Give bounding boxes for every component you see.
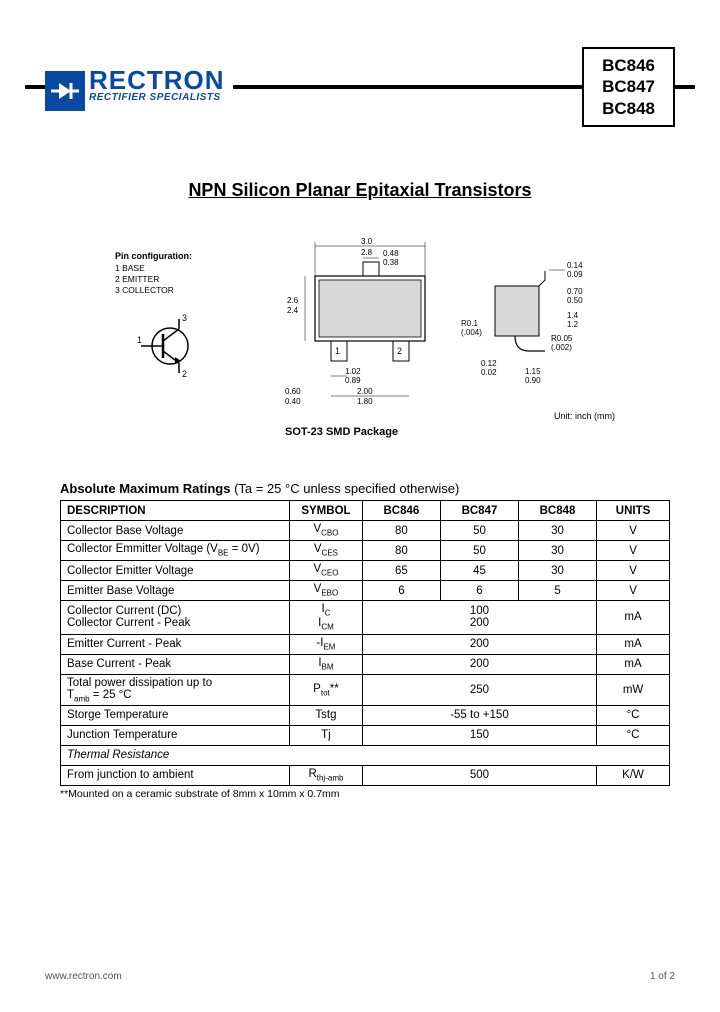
page-header: RECTRON RECTIFIER SPECIALISTS BC846 BC84… <box>45 55 675 125</box>
svg-text:R0.1: R0.1 <box>461 319 478 328</box>
svg-text:1: 1 <box>137 335 142 345</box>
page-footer: www.rectron.com 1 of 2 <box>45 971 675 982</box>
table-row: Emitter Base Voltage VEBO 6 6 5 V <box>61 581 670 601</box>
svg-text:0.02: 0.02 <box>481 368 497 377</box>
table-row: Collector Current (DC)Collector Current … <box>61 601 670 635</box>
svg-text:0.60: 0.60 <box>285 387 301 396</box>
part-number: BC847 <box>602 76 655 97</box>
svg-text:0.40: 0.40 <box>285 397 301 406</box>
package-label: SOT-23 SMD Package <box>285 426 398 438</box>
part-number: BC848 <box>602 98 655 119</box>
table-row: From junction to ambient Rthj-amb 500 K/… <box>61 765 670 785</box>
table-row: Collector Emitter Voltage VCEO 65 45 30 … <box>61 561 670 581</box>
table-row: Storge Temperature Tstg -55 to +150 °C <box>61 705 670 725</box>
svg-text:1.02: 1.02 <box>345 367 361 376</box>
svg-text:(.002): (.002) <box>551 343 572 352</box>
ratings-heading: Absolute Maximum Ratings (Ta = 25 °C unl… <box>60 481 675 496</box>
table-header-row: DESCRIPTION SYMBOL BC846 BC847 BC848 UNI… <box>61 501 670 521</box>
diode-icon <box>45 71 85 111</box>
svg-text:0.38: 0.38 <box>383 258 399 267</box>
footer-url: www.rectron.com <box>45 971 122 982</box>
footer-page: 1 of 2 <box>650 971 675 982</box>
table-row: Emitter Current - Peak -IEM 200 mA <box>61 634 670 654</box>
svg-text:3.0: 3.0 <box>361 237 373 246</box>
diagram-area: Pin configuration: 1 BASE 2 EMITTER 3 CO… <box>45 231 675 451</box>
table-row: Collector Emmitter Voltage (VBE = 0V) VC… <box>61 541 670 561</box>
svg-text:(.004): (.004) <box>461 328 482 337</box>
svg-text:0.09: 0.09 <box>567 270 583 279</box>
table-row: Junction Temperature Tj 150 °C <box>61 725 670 745</box>
svg-text:2: 2 <box>182 369 187 379</box>
svg-text:2.00: 2.00 <box>357 387 373 396</box>
transistor-symbol-icon: 1 3 2 <box>135 311 205 386</box>
logo-block: RECTRON RECTIFIER SPECIALISTS <box>45 69 233 111</box>
svg-text:0.70: 0.70 <box>567 287 583 296</box>
ratings-table: DESCRIPTION SYMBOL BC846 BC847 BC848 UNI… <box>60 500 670 786</box>
package-drawing: 1 2 3.0 2.8 0.48 0.38 2.6 2.4 1.02 0.89 … <box>285 236 625 431</box>
part-number: BC846 <box>602 55 655 76</box>
svg-text:0.89: 0.89 <box>345 376 361 385</box>
svg-text:0.90: 0.90 <box>525 376 541 385</box>
brand-tagline: RECTIFIER SPECIALISTS <box>89 92 225 103</box>
svg-text:1.15: 1.15 <box>525 367 541 376</box>
svg-text:1.4: 1.4 <box>567 311 579 320</box>
svg-text:3: 3 <box>182 313 187 323</box>
svg-text:0.12: 0.12 <box>481 359 497 368</box>
svg-text:2: 2 <box>397 346 402 356</box>
svg-text:R0.05: R0.05 <box>551 334 573 343</box>
svg-text:0.48: 0.48 <box>383 249 399 258</box>
unit-label: Unit: inch (mm) <box>554 411 615 421</box>
part-number-box: BC846 BC847 BC848 <box>582 47 675 127</box>
svg-text:2.6: 2.6 <box>287 296 299 305</box>
svg-text:1.80: 1.80 <box>357 397 373 406</box>
page-title: NPN Silicon Planar Epitaxial Transistors <box>45 180 675 201</box>
svg-text:1: 1 <box>335 346 340 356</box>
footnote: **Mounted on a ceramic substrate of 8mm … <box>60 788 675 800</box>
table-row: Base Current - Peak IBM 200 mA <box>61 654 670 674</box>
svg-text:2.8: 2.8 <box>361 248 373 257</box>
pin-config-text: Pin configuration: 1 BASE 2 EMITTER 3 CO… <box>115 251 192 296</box>
table-section-row: Thermal Resistance <box>61 745 670 765</box>
table-row: Collector Base Voltage VCBO 80 50 30 V <box>61 521 670 541</box>
svg-text:2.4: 2.4 <box>287 306 299 315</box>
svg-text:1.2: 1.2 <box>567 320 579 329</box>
table-row: Total power dissipation up toTamb = 25 °… <box>61 674 670 705</box>
svg-text:0.14: 0.14 <box>567 261 583 270</box>
brand-name: RECTRON <box>89 69 225 92</box>
svg-text:0.50: 0.50 <box>567 296 583 305</box>
